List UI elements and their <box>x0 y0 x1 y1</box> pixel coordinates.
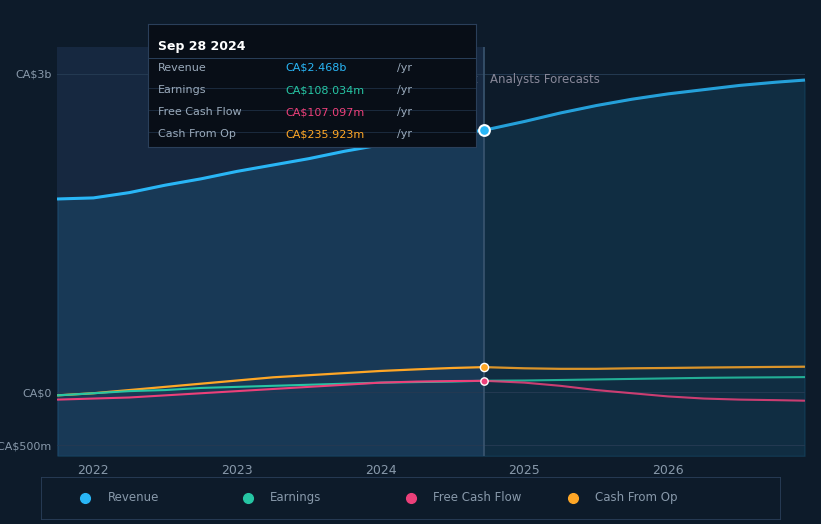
Text: CA$107.097m: CA$107.097m <box>286 107 365 117</box>
Text: /yr: /yr <box>397 63 412 73</box>
Text: Sep 28 2024: Sep 28 2024 <box>158 40 245 52</box>
Text: Cash From Op: Cash From Op <box>158 129 236 139</box>
Text: Earnings: Earnings <box>158 85 206 95</box>
Text: CA$2.468b: CA$2.468b <box>286 63 347 73</box>
Text: Revenue: Revenue <box>108 492 159 504</box>
Text: CA$108.034m: CA$108.034m <box>286 85 365 95</box>
Bar <box>57 47 484 456</box>
Bar <box>484 47 805 456</box>
Text: Cash From Op: Cash From Op <box>595 492 677 504</box>
Text: /yr: /yr <box>397 129 412 139</box>
Text: Past: Past <box>454 72 479 85</box>
Text: /yr: /yr <box>397 85 412 95</box>
Text: Revenue: Revenue <box>158 63 206 73</box>
Point <box>478 126 491 134</box>
Text: CA$235.923m: CA$235.923m <box>286 129 365 139</box>
Text: Free Cash Flow: Free Cash Flow <box>433 492 521 504</box>
Text: Analysts Forecasts: Analysts Forecasts <box>490 72 600 85</box>
Point <box>478 363 491 372</box>
Text: Free Cash Flow: Free Cash Flow <box>158 107 241 117</box>
Point <box>478 377 491 385</box>
Text: Earnings: Earnings <box>270 492 322 504</box>
Text: /yr: /yr <box>397 107 412 117</box>
